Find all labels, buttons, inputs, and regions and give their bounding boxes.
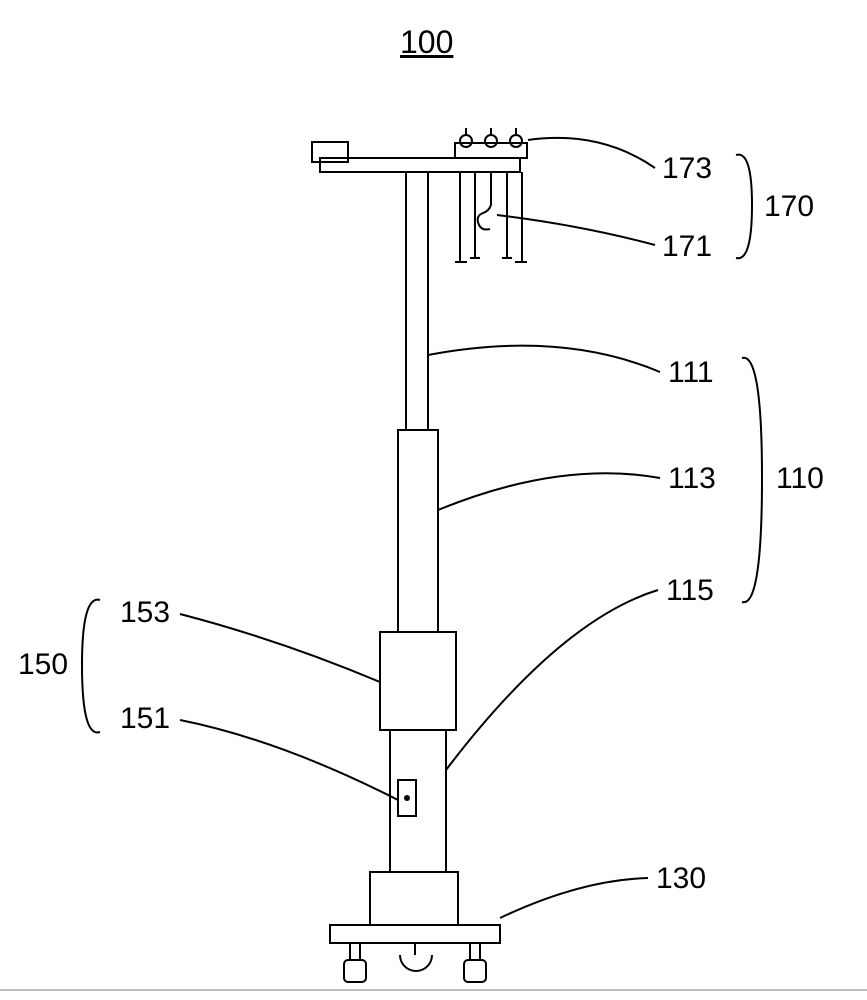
base-plate xyxy=(330,925,500,943)
pulley-2 xyxy=(485,135,497,147)
base-box xyxy=(370,872,458,925)
collar-153 xyxy=(380,632,456,730)
brace-150 xyxy=(82,600,100,733)
label-110: 110 xyxy=(776,462,824,496)
label-170: 170 xyxy=(764,190,814,224)
label-130: 130 xyxy=(656,862,706,896)
center-caster xyxy=(400,955,432,971)
crossarm xyxy=(320,158,520,172)
label-111: 111 xyxy=(668,356,714,390)
leader-113 xyxy=(438,473,660,510)
leader-171 xyxy=(497,215,655,245)
pulley-1 xyxy=(460,135,472,147)
pulley-3 xyxy=(510,135,522,147)
brace-170 xyxy=(736,155,752,259)
caster-right xyxy=(464,960,486,982)
label-173: 173 xyxy=(662,152,712,186)
leader-153 xyxy=(180,614,380,682)
figure-title: 100 xyxy=(400,24,453,61)
mast-111 xyxy=(406,172,428,430)
label-153: 153 xyxy=(120,596,170,630)
label-151: 151 xyxy=(120,702,170,736)
trolley-rail-173 xyxy=(455,143,527,158)
diagram-svg xyxy=(0,0,867,1000)
leader-173 xyxy=(528,138,655,168)
label-115: 115 xyxy=(666,574,714,608)
mast-113 xyxy=(398,430,438,632)
hook-171 xyxy=(478,205,491,230)
label-113: 113 xyxy=(668,462,716,496)
caster-left xyxy=(344,960,366,982)
label-150: 150 xyxy=(18,648,68,682)
leader-115 xyxy=(446,590,658,770)
leader-130 xyxy=(500,878,648,918)
leader-111 xyxy=(428,346,660,372)
leader-151 xyxy=(180,720,398,800)
brace-110 xyxy=(742,358,762,603)
label-171: 171 xyxy=(662,230,712,264)
figure-canvas: 100 173 171 170 111 113 110 115 130 153 … xyxy=(0,0,867,1000)
